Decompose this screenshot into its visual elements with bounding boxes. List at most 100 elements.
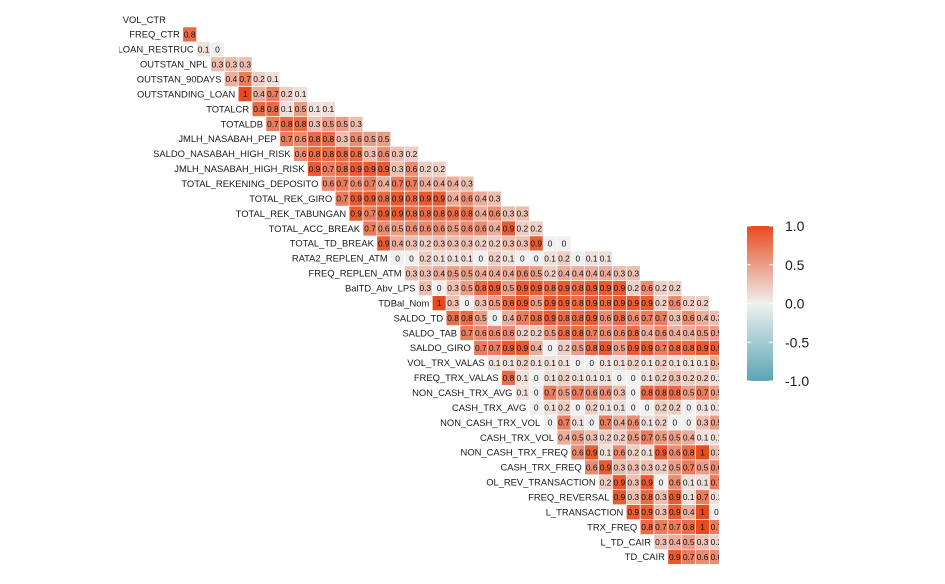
- cell-value-label: 0.2: [655, 358, 667, 368]
- cell-value-label: 0: [811, 537, 816, 547]
- heatmap-cell: [820, 535, 834, 550]
- cell-value-label: 0.7: [641, 313, 653, 323]
- cell-value-label: 0.6: [406, 223, 418, 233]
- cell-value-label: 0.5: [891, 403, 903, 413]
- heatmap-cell: [904, 535, 918, 550]
- cell-value-label: 0.4: [669, 537, 681, 547]
- cell-value-label: 0.5: [766, 462, 778, 472]
- heatmap-cell: [931, 475, 945, 490]
- heatmap-cell: [751, 385, 765, 400]
- cell-value-label: 0.1: [669, 358, 681, 368]
- cell-value-label: 0.9: [544, 313, 556, 323]
- cell-value-label: 0.8: [780, 492, 792, 502]
- cell-value-label: 0: [534, 403, 539, 413]
- heatmap-cell: [807, 415, 821, 430]
- cell-value-label: 0.2: [420, 164, 432, 174]
- variable-label: NON_CASH_TRX_AVG: [412, 387, 512, 398]
- cell-value-label: 0.8: [503, 298, 515, 308]
- cell-value-label: 0.4: [503, 313, 515, 323]
- cell-value-label: 0.6: [724, 462, 736, 472]
- cell-value-label: 0.3: [641, 462, 653, 472]
- cell-value-label: 0.6: [905, 462, 917, 472]
- variable-label: FREQ_REVERSAL: [528, 492, 609, 503]
- cell-value-label: 0.6: [489, 328, 501, 338]
- cell-value-label: 0.1: [461, 253, 473, 263]
- heatmap-cell: [793, 549, 807, 564]
- cell-value-label: 0.6: [378, 223, 390, 233]
- cell-value-label: 0.6: [420, 223, 432, 233]
- cell-value-label: 0.7: [392, 179, 404, 189]
- cell-value-label: 0.2: [558, 343, 570, 353]
- cell-value-label: 0.4: [683, 328, 695, 338]
- cell-value-label: 0.3: [309, 119, 321, 129]
- cell-value-label: 0.7: [267, 119, 279, 129]
- heatmap-cell: [931, 505, 945, 520]
- cell-value-label: 0.3: [724, 343, 736, 353]
- heatmap-cell: [848, 415, 862, 430]
- cell-value-label: 0.8: [905, 492, 917, 502]
- cell-value-label: 0.1: [198, 44, 210, 54]
- heatmap-cell: [779, 445, 793, 460]
- cell-value-label: 0.5: [711, 418, 723, 428]
- heatmap-cell: [876, 460, 890, 475]
- cell-value-label: 0.6: [738, 477, 750, 487]
- cell-value-label: 0.7: [766, 388, 778, 398]
- heatmap-cell: [848, 549, 862, 564]
- cell-value-label: 0.4: [225, 74, 237, 84]
- heatmap-cell: [779, 490, 793, 505]
- cell-value-label: 0.8: [420, 209, 432, 219]
- cell-value-label: 0.8: [683, 343, 695, 353]
- cell-value-label: 0.1: [697, 433, 709, 443]
- cell-value-label: 0.9: [835, 522, 847, 532]
- heatmap-cell: [779, 460, 793, 475]
- cell-value-label: 0.9: [641, 298, 653, 308]
- cell-value-label: 0.3: [420, 283, 432, 293]
- cell-value-label: 0.8: [447, 313, 459, 323]
- cell-value-label: 0.5: [627, 433, 639, 443]
- cell-value-label: 0.8: [766, 433, 778, 443]
- heatmap-cell: [751, 430, 765, 445]
- cell-value-label: 0.7: [808, 433, 820, 443]
- cell-value-label: 0.4: [558, 433, 570, 443]
- cell-value-label: 0.2: [655, 298, 667, 308]
- cell-value-label: 0: [534, 388, 539, 398]
- heatmap-cell: [848, 520, 862, 535]
- cell-value-label: 0.2: [752, 462, 764, 472]
- cell-value-label: 1: [700, 507, 705, 517]
- heatmap-cell: [751, 490, 765, 505]
- cell-value-label: 0.1: [572, 373, 584, 383]
- cell-value-label: 0.9: [918, 522, 930, 532]
- cell-value-label: 0.8: [683, 522, 695, 532]
- cell-value-label: 0.1: [517, 373, 529, 383]
- cell-value-label: 0.8: [821, 552, 833, 562]
- heatmap-cell: [807, 549, 821, 564]
- cell-value-label: 0.4: [863, 477, 875, 487]
- variable-label: SALDO_NASABAH_HIGH_RISK: [153, 148, 291, 159]
- cell-value-label: 0: [853, 388, 858, 398]
- cell-value-label: 0.4: [600, 268, 612, 278]
- cell-value-label: 0.1: [724, 492, 736, 502]
- cell-value-label: 0.2: [420, 253, 432, 263]
- variable-label: VOL_TRX_VALAS: [407, 357, 484, 368]
- cell-value-label: 0.2: [544, 268, 556, 278]
- heatmap-cell: [890, 460, 904, 475]
- heatmap-cell: [904, 505, 918, 520]
- cell-value-label: 0.5: [863, 552, 875, 562]
- cell-value-label: 0.5: [738, 552, 750, 562]
- cell-value-label: 0.6: [323, 179, 335, 189]
- cell-value-label: 0.7: [239, 74, 251, 84]
- cell-value-label: 0.9: [711, 343, 723, 353]
- cell-value-label: 0.1: [641, 418, 653, 428]
- heatmap-cell: [904, 415, 918, 430]
- cell-value-label: 0.9: [433, 194, 445, 204]
- heatmap-cell: [765, 535, 779, 550]
- cell-value-label: 0.1: [447, 253, 459, 263]
- cell-value-label: 0.8: [267, 104, 279, 114]
- cell-value-label: 0: [631, 403, 636, 413]
- heatmap-cell: [834, 475, 848, 490]
- cell-value-label: 0.7: [572, 388, 584, 398]
- cell-value-label: 0.7: [821, 447, 833, 457]
- cell-value-label: 0.9: [503, 343, 515, 353]
- cell-value-label: 0.9: [766, 477, 778, 487]
- cell-value-label: 0.2: [253, 74, 265, 84]
